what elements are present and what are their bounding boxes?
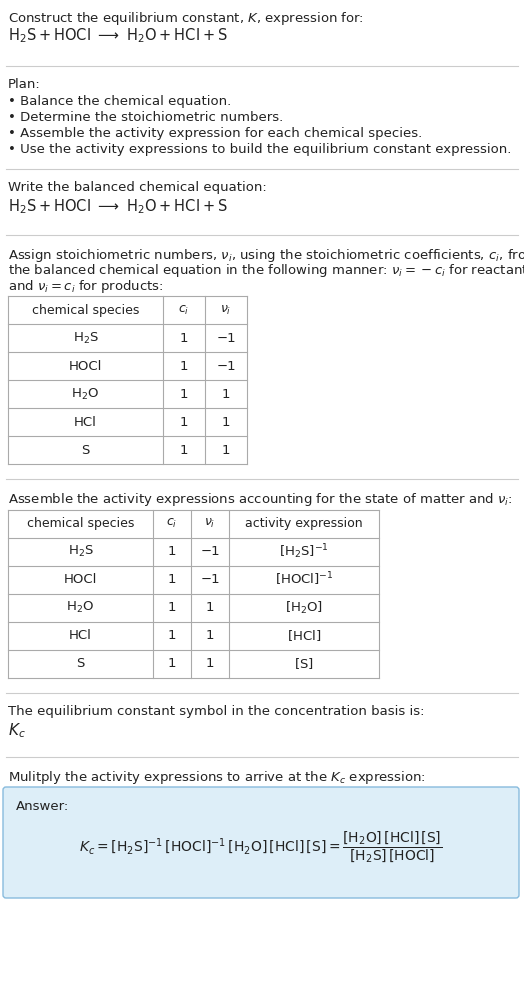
Text: $[\mathrm{S}]$: $[\mathrm{S}]$ xyxy=(294,656,314,671)
Text: Construct the equilibrium constant, $K$, expression for:: Construct the equilibrium constant, $K$,… xyxy=(8,10,364,27)
Text: S: S xyxy=(77,657,85,670)
Text: 1: 1 xyxy=(222,388,230,401)
Text: 1: 1 xyxy=(180,388,188,401)
Text: 1: 1 xyxy=(206,657,214,670)
Text: Mulitply the activity expressions to arrive at the $K_c$ expression:: Mulitply the activity expressions to arr… xyxy=(8,769,426,786)
Text: HCl: HCl xyxy=(69,629,92,642)
Text: 1: 1 xyxy=(168,545,176,558)
Text: HOCl: HOCl xyxy=(69,360,102,373)
Text: the balanced chemical equation in the following manner: $\nu_i = -c_i$ for react: the balanced chemical equation in the fo… xyxy=(8,262,524,279)
Text: 1: 1 xyxy=(206,601,214,614)
Text: $c_i$: $c_i$ xyxy=(166,517,178,530)
Text: HCl: HCl xyxy=(74,415,97,428)
Text: 1: 1 xyxy=(168,601,176,614)
Text: • Use the activity expressions to build the equilibrium constant expression.: • Use the activity expressions to build … xyxy=(8,143,511,156)
Text: −1: −1 xyxy=(216,360,236,373)
Text: 1: 1 xyxy=(206,629,214,642)
Text: $[\mathrm{H_2S}]^{-1}$: $[\mathrm{H_2S}]^{-1}$ xyxy=(279,542,329,561)
Text: $\mathrm{H_2S}$: $\mathrm{H_2S}$ xyxy=(68,544,93,559)
Text: $\nu_i$: $\nu_i$ xyxy=(204,517,216,530)
Text: $\mathrm{H_2O}$: $\mathrm{H_2O}$ xyxy=(71,387,100,402)
Text: $[\mathrm{HOCl}]^{-1}$: $[\mathrm{HOCl}]^{-1}$ xyxy=(275,571,333,588)
Text: $c_i$: $c_i$ xyxy=(178,304,190,317)
Text: $K_c$: $K_c$ xyxy=(8,721,26,740)
Text: −1: −1 xyxy=(216,332,236,345)
Text: • Balance the chemical equation.: • Balance the chemical equation. xyxy=(8,94,231,108)
Text: S: S xyxy=(81,443,90,456)
Text: activity expression: activity expression xyxy=(245,517,363,530)
Text: chemical species: chemical species xyxy=(32,304,139,317)
Text: $\mathrm{H_2S + HOCl\ \longrightarrow\ H_2O + HCl + S}$: $\mathrm{H_2S + HOCl\ \longrightarrow\ H… xyxy=(8,197,227,216)
Text: $\nu_i$: $\nu_i$ xyxy=(220,304,232,317)
Text: 1: 1 xyxy=(222,443,230,456)
Text: • Determine the stoichiometric numbers.: • Determine the stoichiometric numbers. xyxy=(8,111,283,124)
Text: HOCl: HOCl xyxy=(64,573,97,586)
Text: 1: 1 xyxy=(168,657,176,670)
Text: 1: 1 xyxy=(168,629,176,642)
Text: Write the balanced chemical equation:: Write the balanced chemical equation: xyxy=(8,181,267,194)
Text: −1: −1 xyxy=(200,545,220,558)
Text: 1: 1 xyxy=(180,332,188,345)
Text: $[\mathrm{HCl}]$: $[\mathrm{HCl}]$ xyxy=(287,628,321,643)
Text: Assign stoichiometric numbers, $\nu_i$, using the stoichiometric coefficients, $: Assign stoichiometric numbers, $\nu_i$, … xyxy=(8,246,524,263)
Text: $\mathrm{H_2O}$: $\mathrm{H_2O}$ xyxy=(67,600,94,615)
Text: 1: 1 xyxy=(180,415,188,428)
Text: and $\nu_i = c_i$ for products:: and $\nu_i = c_i$ for products: xyxy=(8,277,163,294)
Text: −1: −1 xyxy=(200,573,220,586)
Text: Plan:: Plan: xyxy=(8,78,41,91)
Text: $[\mathrm{H_2O}]$: $[\mathrm{H_2O}]$ xyxy=(285,599,323,615)
Text: 1: 1 xyxy=(222,415,230,428)
Text: chemical species: chemical species xyxy=(27,517,134,530)
Text: 1: 1 xyxy=(180,360,188,373)
Text: $K_c = [\mathrm{H_2S}]^{-1}\,[\mathrm{HOCl}]^{-1}\,[\mathrm{H_2O}]\,[\mathrm{HCl: $K_c = [\mathrm{H_2S}]^{-1}\,[\mathrm{HO… xyxy=(79,830,443,865)
Text: $\mathrm{H_2S + HOCl\ \longrightarrow\ H_2O + HCl + S}$: $\mathrm{H_2S + HOCl\ \longrightarrow\ H… xyxy=(8,26,227,45)
Text: The equilibrium constant symbol in the concentration basis is:: The equilibrium constant symbol in the c… xyxy=(8,705,424,718)
Text: Assemble the activity expressions accounting for the state of matter and $\nu_i$: Assemble the activity expressions accoun… xyxy=(8,491,512,508)
Text: Answer:: Answer: xyxy=(16,800,69,813)
Text: • Assemble the activity expression for each chemical species.: • Assemble the activity expression for e… xyxy=(8,127,422,140)
FancyBboxPatch shape xyxy=(3,787,519,898)
Text: 1: 1 xyxy=(168,573,176,586)
Text: $\mathrm{H_2S}$: $\mathrm{H_2S}$ xyxy=(72,331,99,346)
Text: 1: 1 xyxy=(180,443,188,456)
